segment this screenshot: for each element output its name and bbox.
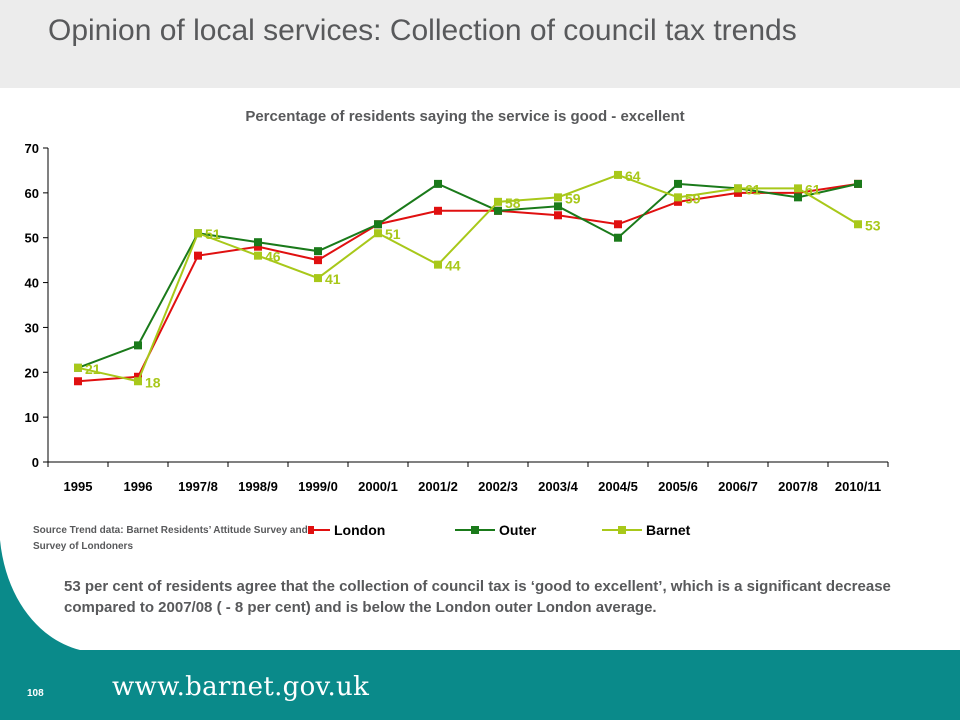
barnet-data-label: 51	[205, 226, 221, 242]
legend-label-london: London	[334, 522, 385, 538]
barnet-point	[254, 251, 262, 260]
london-point	[674, 197, 682, 206]
london-point	[614, 220, 622, 229]
title-band	[0, 0, 960, 88]
barnet-point	[134, 377, 142, 386]
y-tick-label: 50	[25, 231, 39, 246]
london-point	[794, 188, 802, 197]
footer-band	[0, 650, 960, 720]
barnet-data-label: 41	[325, 271, 341, 287]
outer-point	[854, 179, 862, 188]
slide-number: 108	[27, 688, 44, 699]
london-point	[194, 251, 202, 260]
barnet-point	[674, 193, 682, 202]
x-tick-label: 2001/2	[418, 479, 458, 494]
barnet-data-label: 44	[445, 258, 461, 274]
london-point	[74, 377, 82, 386]
barnet-point	[74, 363, 82, 372]
barnet-data-label: 61	[745, 181, 761, 197]
line-chart: 0 10 20 30 40 50 60 70 1995 1996 1997/8 1998/9 1999/…	[25, 141, 889, 538]
barnet-data-label: 58	[505, 195, 521, 211]
barnet-point	[734, 184, 742, 193]
barnet-point	[434, 260, 442, 269]
outer-point	[254, 238, 262, 247]
barnet-point	[194, 229, 202, 238]
london-series-line	[77, 182, 859, 383]
summary-text: 53 per cent of residents agree that the …	[64, 578, 891, 616]
x-tick-label: 2006/7	[718, 479, 758, 494]
legend-swatch-marker-outer	[471, 526, 479, 534]
outer-point	[374, 220, 382, 229]
barnet-point	[314, 274, 322, 283]
page-title: Opinion of local services: Collection of…	[48, 14, 797, 47]
y-tick-label: 30	[25, 320, 39, 335]
outer-point	[794, 193, 802, 202]
x-tick-label: 1997/8	[178, 479, 218, 494]
barnet-point	[554, 193, 562, 202]
barnet-data-label: 21	[85, 361, 101, 377]
barnet-data-label: 64	[625, 168, 641, 184]
outer-point	[494, 206, 502, 215]
london-point	[554, 211, 562, 220]
x-tick-label: 1999/0	[298, 479, 338, 494]
barnet-point	[614, 170, 622, 179]
barnet-data-label: 59	[685, 190, 701, 206]
y-tick-label: 40	[25, 276, 39, 291]
x-tick-label: 2004/5	[598, 479, 638, 494]
london-point	[434, 206, 442, 215]
legend-label-outer: Outer	[499, 522, 537, 538]
y-tick-label: 70	[25, 141, 39, 156]
barnet-point	[854, 220, 862, 229]
x-tick-label: 1996	[124, 479, 153, 494]
barnet-data-label: 61	[805, 181, 821, 197]
corner-swoosh-decoration	[0, 540, 80, 650]
y-tick-label: 20	[25, 365, 39, 380]
outer-point	[674, 179, 682, 188]
footer-url[interactable]: www.barnet.gov.uk	[112, 672, 370, 702]
x-tick-label: 1998/9	[238, 479, 278, 494]
barnet-data-label: 53	[865, 217, 881, 233]
x-tick-label: 2002/3	[478, 479, 518, 494]
legend-label-barnet: Barnet	[646, 522, 691, 538]
legend-swatch-marker-london	[306, 526, 314, 534]
x-tick-label: 2000/1	[358, 479, 398, 494]
x-tick-label: 2003/4	[538, 479, 579, 494]
barnet-series-line	[77, 173, 859, 383]
x-tick-label: 2005/6	[658, 479, 698, 494]
london-point	[134, 372, 142, 381]
barnet-data-label: 18	[145, 374, 161, 390]
outer-point	[314, 247, 322, 256]
y-tick-label: 60	[25, 186, 39, 201]
barnet-point	[494, 197, 502, 206]
london-point	[314, 256, 322, 265]
barnet-data-label: 59	[565, 190, 581, 206]
outer-point	[434, 179, 442, 188]
chart-title: Percentage of residents saying the servi…	[245, 108, 685, 125]
outer-point	[614, 233, 622, 242]
legend-swatch-marker-barnet	[618, 526, 626, 534]
london-point	[254, 242, 262, 251]
source-note: Source Trend data: Barnet Residents’ Att…	[33, 523, 308, 555]
barnet-data-label: 46	[265, 249, 281, 265]
barnet-point	[794, 184, 802, 193]
london-point	[734, 188, 742, 197]
outer-point	[134, 341, 142, 350]
x-tick-label: 1995	[64, 479, 93, 494]
y-tick-label: 10	[25, 410, 39, 425]
x-tick-label: 2007/8	[778, 479, 818, 494]
barnet-data-label: 51	[385, 226, 401, 242]
barnet-point	[374, 229, 382, 238]
x-tick-label: 2010/11	[835, 479, 881, 494]
outer-point	[554, 202, 562, 211]
outer-series-line	[77, 182, 859, 369]
y-tick-label: 0	[32, 455, 39, 470]
